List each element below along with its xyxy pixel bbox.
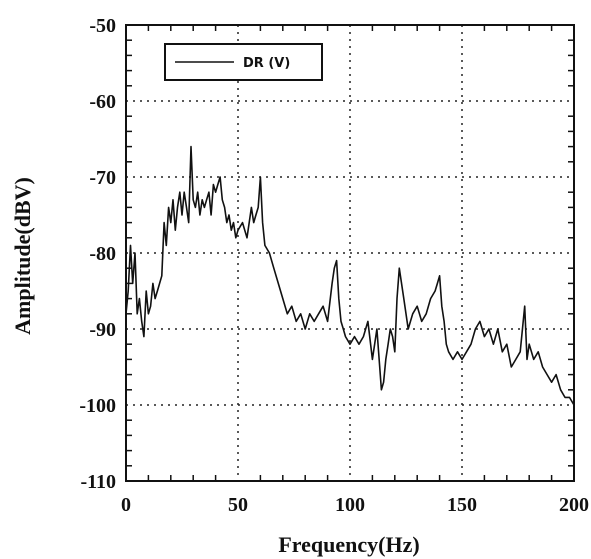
y-tick-label: -110: [80, 471, 116, 493]
series-lines: [125, 145, 575, 406]
y-tick-label: -50: [89, 15, 116, 37]
y-tick-label: -80: [89, 243, 116, 265]
x-tick-label: 100: [335, 494, 365, 516]
legend-label: DR (V): [243, 56, 290, 71]
y-tick-label: -90: [89, 319, 116, 341]
x-axis-title: Frequency(Hz): [278, 532, 419, 557]
plot-frame: [125, 24, 575, 482]
grid: [126, 25, 574, 481]
series-line-dr-v: [125, 145, 575, 406]
x-tick-label: 0: [121, 494, 131, 516]
y-tick-label: -100: [79, 395, 116, 417]
x-tick-label: 50: [228, 494, 248, 516]
x-tick-label: 200: [559, 494, 589, 516]
axis-ticks: 0 50 100 150 200 -110 -100 -90 -80 -70 -60 -50: [79, 15, 589, 516]
y-axis-title: Amplitude(dBV): [10, 177, 35, 335]
y-tick-label: -70: [89, 167, 116, 189]
x-tick-label: 150: [447, 494, 477, 516]
legend: DR (V): [164, 43, 323, 81]
y-tick-label: -60: [89, 91, 116, 113]
